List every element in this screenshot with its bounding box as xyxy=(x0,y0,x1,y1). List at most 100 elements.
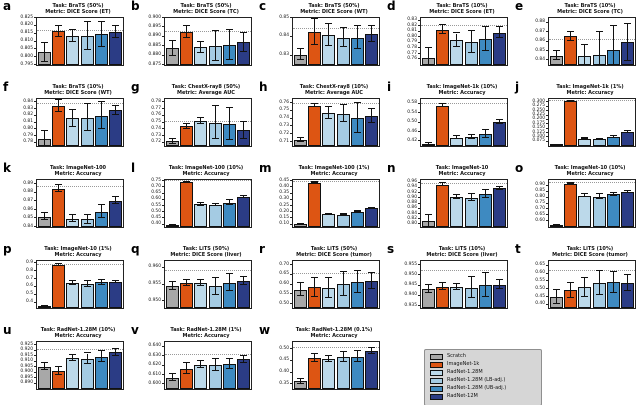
error-bar-cap xyxy=(624,22,632,24)
y-tick-label: 0.76 xyxy=(279,99,289,105)
error-bar xyxy=(101,351,102,363)
y-tick-label: 0.915 xyxy=(20,352,33,358)
y-tick-label: 0.925 xyxy=(20,341,33,347)
error-bar-cap xyxy=(581,138,589,140)
error-bar-cap xyxy=(496,185,504,187)
error-bar-cap xyxy=(325,354,333,356)
error-bar-cap xyxy=(40,368,48,370)
error-bar-cap xyxy=(311,182,318,184)
error-bar-cap xyxy=(567,100,574,102)
error-bar-cap xyxy=(98,217,105,219)
error-bar-cap xyxy=(439,288,446,290)
error-bar-cap xyxy=(453,138,461,140)
plot-area: 0.42 0.46 0.50 0.54 0.58 xyxy=(407,98,508,147)
error-bar-cap xyxy=(496,122,504,124)
y-tick-mark xyxy=(546,303,548,305)
chart-title-metric: Metric: Accuracy xyxy=(566,171,614,178)
legend-entry: ImageNet-1k xyxy=(430,362,536,368)
y-tick-mark xyxy=(418,212,420,214)
plot-area: 0.4 0.5 0.6 0.7 0.8 0.9 xyxy=(26,260,124,309)
error-bar xyxy=(499,186,501,190)
error-bar-cap xyxy=(168,143,176,144)
y-tick-mark xyxy=(546,31,548,33)
y-tick-mark xyxy=(418,304,420,306)
y-tick-mark xyxy=(418,186,420,188)
y-tick-label: 0.79 xyxy=(23,132,33,138)
error-bar-cap xyxy=(482,50,489,52)
y-tick-label: 0.45 xyxy=(535,293,545,299)
legend-label: RadNet-1.28M (LB-adj.) xyxy=(447,377,506,384)
error-bar-cap xyxy=(311,103,318,105)
error-bar-cap xyxy=(595,64,603,65)
y-tick-label: 0.76 xyxy=(407,56,417,62)
bar-radnet-1-28m xyxy=(322,214,336,227)
y-tick-mark xyxy=(546,264,548,266)
y-tick-label: 0.25 xyxy=(279,202,289,208)
y-tick-mark xyxy=(290,383,292,385)
chart-title: Task: LiTS (50%) Metric: DICE Score (tumo… xyxy=(286,246,382,259)
error-bar-cap xyxy=(168,54,176,56)
y-tick-mark xyxy=(290,303,292,305)
error-bar-cap xyxy=(439,33,446,35)
y-tick-mark xyxy=(290,192,292,194)
y-tick-label: 0.55 xyxy=(151,202,161,208)
y-tick-mark xyxy=(34,24,36,26)
error-bar xyxy=(328,278,330,298)
error-bar xyxy=(214,106,216,139)
plot-area: 0.72 0.73 0.74 0.75 0.76 0.77 0.78 xyxy=(151,98,252,147)
y-tick-mark xyxy=(418,294,420,296)
y-tick-mark xyxy=(162,64,164,65)
error-bar-cap xyxy=(112,279,120,281)
error-bar xyxy=(357,102,358,133)
y-tick-mark xyxy=(418,181,420,183)
chart-title-metric: Metric: Accuracy xyxy=(566,90,614,97)
error-bar-cap xyxy=(69,41,77,43)
error-bar-cap xyxy=(354,48,361,50)
error-bar-cap xyxy=(112,348,120,350)
panel-letter: s xyxy=(387,242,395,256)
y-tick-mark xyxy=(162,101,164,103)
error-bar-cap xyxy=(183,362,190,364)
panel-u: u Task: RadNet-1.28M (10%) Metric: Accurac… xyxy=(0,324,128,405)
error-bar-cap xyxy=(581,193,589,195)
error-bar-cap xyxy=(55,24,62,26)
error-bar-cap xyxy=(168,39,176,41)
panel-l: l Task: ImageNet-100 (10%) Metric: Accurac… xyxy=(128,162,256,243)
error-bar xyxy=(456,135,458,140)
reference-line xyxy=(549,100,635,102)
y-tick-mark xyxy=(34,226,36,227)
error-bar-cap xyxy=(112,114,120,116)
error-bar xyxy=(357,271,358,293)
bar-scratch xyxy=(37,366,51,389)
legend-entry: RadNet-12M xyxy=(430,394,536,400)
y-tick-mark xyxy=(162,223,164,225)
y-tick-mark xyxy=(546,184,548,186)
error-bar-cap xyxy=(610,194,617,196)
chart-title-metric: Metric: DICE Score (ET) xyxy=(429,9,495,16)
panel-t: t Task: LiTS (10%) Metric: DICE Score (tum… xyxy=(512,243,640,324)
y-tick-label: 0.85 xyxy=(23,215,33,221)
error-bar xyxy=(171,138,173,144)
error-bar-cap xyxy=(496,188,504,190)
chart-title-metric: Metric: DICE Score (TC) xyxy=(173,9,239,16)
legend-entry: RadNet-1.28M (UB-adj.) xyxy=(430,386,536,392)
plot-area: 0.40 0.45 0.50 0.55 0.60 0.65 xyxy=(535,260,636,309)
error-bar-cap xyxy=(354,131,361,133)
y-tick-mark xyxy=(34,191,36,193)
y-tick-mark xyxy=(546,196,548,198)
error-bar xyxy=(613,272,614,293)
chart-title-task: Task: ImageNet-1k (10%) xyxy=(426,84,498,90)
y-tick-mark xyxy=(290,17,292,18)
y-tick-mark xyxy=(546,288,548,290)
y-tick-mark xyxy=(418,264,420,266)
error-bar xyxy=(371,273,373,289)
error-bar xyxy=(570,31,571,42)
error-bar-cap xyxy=(368,25,376,27)
bar-radnet-1-28m xyxy=(322,358,336,389)
error-bar xyxy=(470,194,472,202)
error-bar xyxy=(470,30,472,53)
chart-title-task: Task: LiTS (50%) xyxy=(182,246,230,252)
error-bar-cap xyxy=(467,133,475,135)
y-tick-mark xyxy=(34,278,36,280)
legend-swatch xyxy=(430,354,443,360)
